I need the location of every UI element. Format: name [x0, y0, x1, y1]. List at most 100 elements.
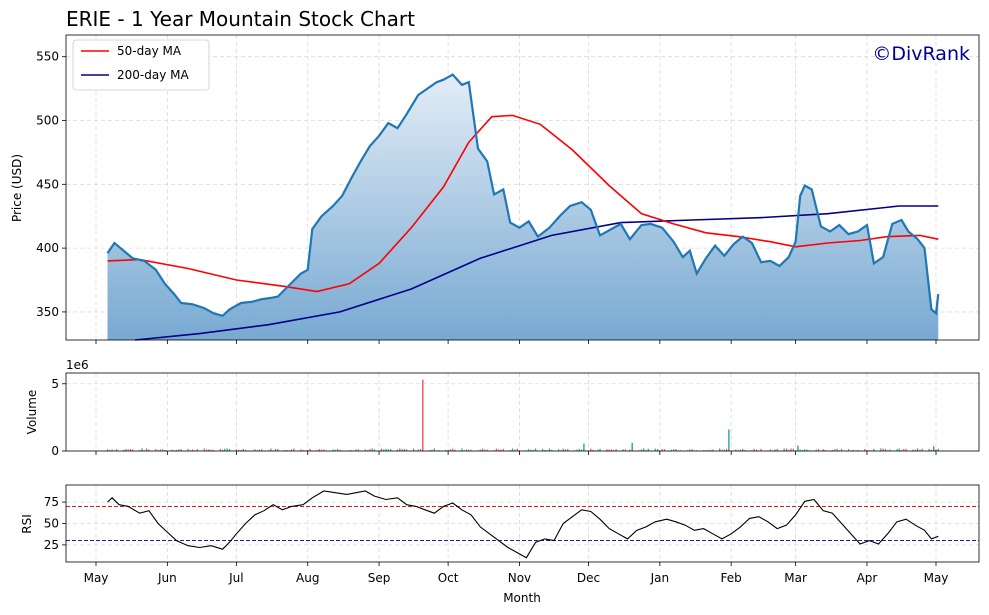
volume-bar: [866, 449, 868, 451]
ytick-label: 500: [36, 114, 59, 128]
volume-bar: [548, 448, 550, 451]
volume-bar: [401, 449, 403, 451]
volume-ylabel: Volume: [25, 390, 39, 435]
volume-bar: [742, 448, 744, 451]
volume-bar: [900, 450, 903, 451]
volume-bar: [511, 448, 514, 451]
price-line: [106, 73, 940, 318]
volume-bar: [155, 449, 157, 451]
volume-bar: [864, 449, 866, 451]
volume-bar: [224, 448, 226, 451]
volume-bar: [721, 449, 723, 451]
volume-bar: [930, 449, 932, 451]
volume-bar: [564, 449, 567, 451]
volume-bar: [157, 450, 159, 451]
volume-bar: [647, 448, 649, 451]
rsi-panel-frame: [65, 484, 980, 563]
volume-bar: [610, 449, 613, 451]
volume-bar: [192, 449, 194, 451]
volume-bar: [857, 450, 859, 451]
volume-bar: [656, 449, 659, 451]
volume-bar: [661, 449, 663, 451]
volume-bar: [373, 449, 376, 451]
volume-bar: [903, 449, 905, 451]
volume-bar: [320, 449, 323, 451]
volume-bar: [755, 449, 758, 451]
volume-bar: [371, 448, 373, 451]
volume-bar: [162, 449, 164, 451]
volume-bar: [132, 449, 134, 451]
volume-bar: [454, 449, 456, 451]
volume-bar: [274, 448, 277, 451]
volume-bar: [148, 449, 150, 451]
volume-bar: [332, 449, 334, 451]
volume-bar: [608, 449, 610, 451]
volume-bar: [928, 448, 930, 451]
volume-bar: [804, 449, 806, 451]
month-tick-label: Feb: [721, 571, 742, 585]
volume-bar: [106, 449, 109, 451]
volume-bar: [541, 448, 544, 451]
volume-bar: [323, 449, 325, 451]
volume-bar: [824, 449, 827, 451]
volume-bar: [592, 449, 594, 451]
volume-bar: [228, 448, 231, 451]
volume-bar: [486, 449, 488, 451]
volume-bar: [880, 448, 882, 451]
volume-bar: [509, 450, 511, 451]
volume-bar: [896, 449, 898, 451]
price-panel-frame: [65, 34, 980, 341]
volume-bar: [438, 450, 440, 451]
volume-bar: [222, 449, 224, 451]
chart-title: ERIE - 1 Year Mountain Stock Chart: [66, 7, 415, 31]
month-xticks: May Jun Jul Aug Sep Oct Nov Dec Jan Feb Mar Apr May: [84, 571, 949, 585]
volume-bar: [403, 448, 405, 451]
volume-bar: [277, 449, 279, 451]
volume-bar: [785, 448, 787, 451]
volume-bar: [226, 448, 228, 451]
volume-bar: [245, 449, 247, 451]
volume-bar: [917, 448, 919, 451]
volume-bar: [205, 449, 208, 451]
volume-bar: [723, 449, 725, 451]
volume-bar: [300, 449, 302, 451]
volume-bar: [127, 449, 129, 451]
volume-bar: [196, 449, 198, 451]
volume-bar: [286, 450, 288, 451]
volume-bar: [129, 449, 132, 451]
price-yticks: 350 400 450 500 550: [36, 50, 66, 319]
volume-bar: [530, 449, 532, 451]
ytick-label: 25: [44, 538, 59, 552]
volume-bar: [919, 449, 921, 451]
volume-bar: [498, 449, 500, 451]
volume-bar: [935, 449, 937, 451]
volume-bar: [302, 449, 304, 451]
ytick-label: 550: [36, 50, 59, 64]
volume-bar: [406, 449, 408, 451]
volume-bar: [514, 449, 516, 451]
volume-bar: [597, 449, 599, 451]
volume-bar: [171, 449, 173, 451]
volume-bar: [383, 449, 385, 451]
volume-bar: [558, 449, 560, 451]
volume-bar: [551, 449, 553, 451]
volume-bar: [240, 450, 242, 451]
volume-bar: [753, 448, 755, 451]
volume-bar: [419, 449, 422, 451]
volume-bar: [776, 448, 778, 451]
volume-bar: [576, 449, 578, 451]
volume-bar: [562, 448, 564, 451]
volume-spike-bar: [728, 429, 730, 451]
volume-bar: [291, 449, 293, 451]
volume-bar: [212, 449, 214, 451]
volume-bar: [882, 448, 884, 451]
volume-bar: [203, 448, 205, 451]
volume-bar: [254, 449, 256, 451]
volume-bar: [670, 449, 672, 451]
x-axis-label: Month: [503, 591, 541, 605]
volume-bar: [847, 449, 850, 451]
month-tick-label: Dec: [577, 571, 600, 585]
month-tick-label: Oct: [438, 571, 459, 585]
price-ylabel: Price (USD): [10, 154, 24, 222]
